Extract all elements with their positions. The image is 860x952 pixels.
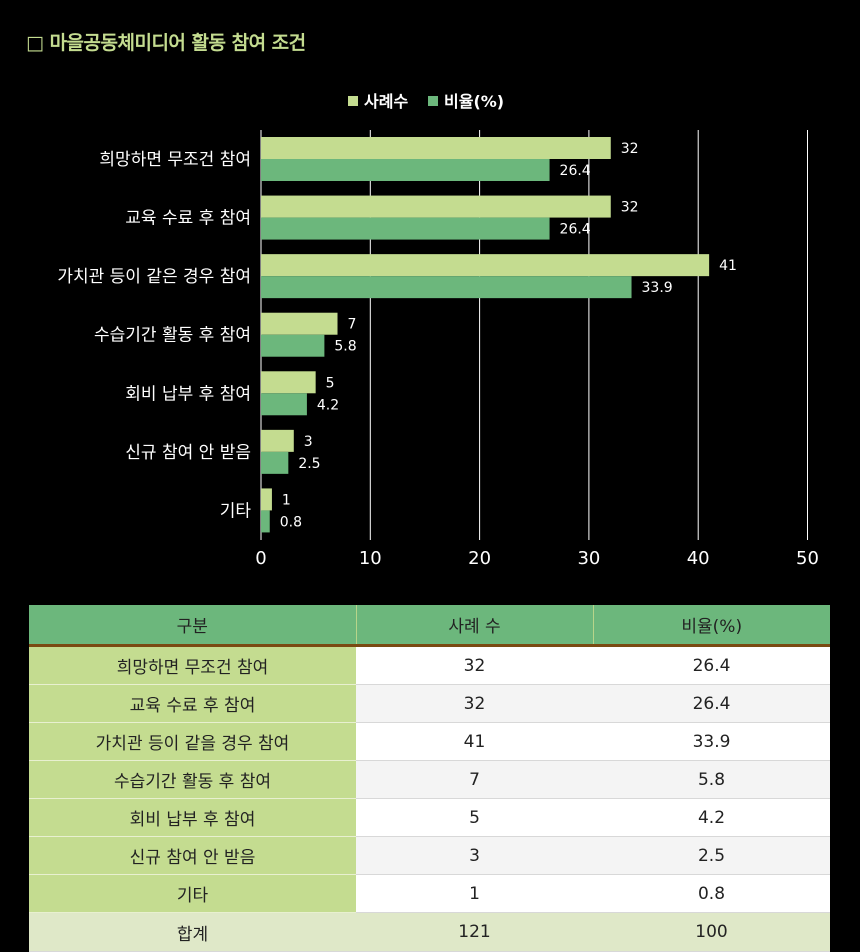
header-ratio: 비율(%) (593, 605, 830, 647)
x-tick-label: 30 (577, 548, 600, 569)
table-row: 기타 1 0.8 (29, 874, 830, 913)
data-label: 26.4 (560, 222, 591, 238)
legend-swatch (348, 96, 358, 106)
legend-label: 사례수 (364, 92, 408, 111)
row-ratio: 0.8 (593, 874, 830, 913)
total-ratio: 100 (593, 912, 830, 952)
x-tick-label: 0 (255, 548, 266, 569)
data-label: 1 (282, 492, 291, 508)
bar (261, 137, 611, 159)
row-label: 수습기간 활동 후 참여 (29, 760, 356, 799)
data-label: 32 (621, 200, 639, 216)
table-row: 회비 납부 후 참여 5 4.2 (29, 798, 830, 837)
row-ratio: 26.4 (593, 684, 830, 723)
data-label: 32 (621, 141, 639, 157)
category-label: 회비 납부 후 참여 (125, 384, 251, 404)
data-label: 5.8 (334, 339, 356, 355)
row-count: 32 (356, 684, 593, 723)
table-row: 교육 수료 후 참여 32 26.4 (29, 684, 830, 723)
category-label: 수습기간 활동 후 참여 (94, 326, 251, 346)
category-label: 가치관 등이 같은 경우 참여 (57, 267, 251, 287)
category-label: 교육 수료 후 참여 (125, 209, 251, 229)
data-label: 3 (304, 434, 313, 450)
row-count: 5 (356, 798, 593, 837)
data-label: 41 (719, 258, 737, 274)
bar (261, 276, 632, 299)
row-label: 교육 수료 후 참여 (29, 684, 356, 723)
data-label: 33.9 (642, 280, 673, 296)
bar (261, 429, 294, 452)
total-count: 121 (356, 912, 593, 952)
row-label: 회비 납부 후 참여 (29, 798, 356, 837)
bar (261, 195, 611, 218)
bar (261, 254, 710, 277)
bar (261, 393, 307, 416)
row-label: 신규 참여 안 받음 (29, 836, 356, 875)
data-label: 7 (348, 317, 357, 333)
category-label: 희망하면 무조건 참여 (99, 150, 251, 170)
row-ratio: 33.9 (593, 722, 830, 761)
table-row: 신규 참여 안 받음 3 2.5 (29, 836, 830, 875)
row-ratio: 5.8 (593, 760, 830, 799)
legend-swatch (428, 96, 438, 106)
bar (261, 334, 325, 357)
bar (261, 488, 272, 511)
x-tick-label: 40 (687, 548, 710, 569)
table-total-row: 합계 121 100 (29, 912, 830, 952)
x-tick-label: 20 (468, 548, 491, 569)
data-label: 2.5 (298, 456, 320, 472)
table-row: 가치관 등이 같을 경우 참여 41 33.9 (29, 722, 830, 761)
row-label: 기타 (29, 874, 356, 913)
legend-label: 비율(%) (444, 92, 504, 111)
x-tick-label: 10 (359, 548, 382, 569)
header-count: 사례 수 (356, 605, 594, 647)
category-label: 기타 (220, 501, 252, 521)
data-label: 26.4 (560, 163, 591, 179)
bar (261, 159, 550, 181)
table-row: 수습기간 활동 후 참여 7 5.8 (29, 760, 830, 799)
row-count: 7 (356, 760, 593, 799)
row-count: 41 (356, 722, 593, 761)
table-header-row: 구분 사례 수 비율(%) (29, 605, 830, 647)
data-table: 구분 사례 수 비율(%) 희망하면 무조건 참여 32 26.4 교육 수료 … (29, 605, 830, 952)
data-label: 0.8 (280, 514, 302, 530)
row-ratio: 26.4 (593, 645, 830, 685)
row-label: 가치관 등이 같을 경우 참여 (29, 722, 356, 761)
row-count: 1 (356, 874, 593, 913)
x-tick-label: 50 (796, 548, 819, 569)
chart-title: □ 마을공동체미디어 활동 참여 조건 (26, 32, 306, 54)
row-ratio: 4.2 (593, 798, 830, 837)
bar (261, 371, 316, 394)
bar (261, 451, 289, 474)
bar (261, 312, 338, 335)
data-label: 5 (326, 375, 335, 391)
total-label: 합계 (29, 912, 356, 952)
header-category: 구분 (29, 605, 357, 647)
bar (261, 217, 550, 240)
category-label: 신규 참여 안 받음 (125, 443, 251, 463)
row-count: 32 (356, 645, 593, 685)
row-label: 희망하면 무조건 참여 (29, 645, 356, 685)
row-ratio: 2.5 (593, 836, 830, 875)
row-count: 3 (356, 836, 593, 875)
data-label: 4.2 (317, 397, 339, 413)
table-row: 희망하면 무조건 참여 32 26.4 (29, 645, 830, 685)
bar (261, 510, 270, 533)
